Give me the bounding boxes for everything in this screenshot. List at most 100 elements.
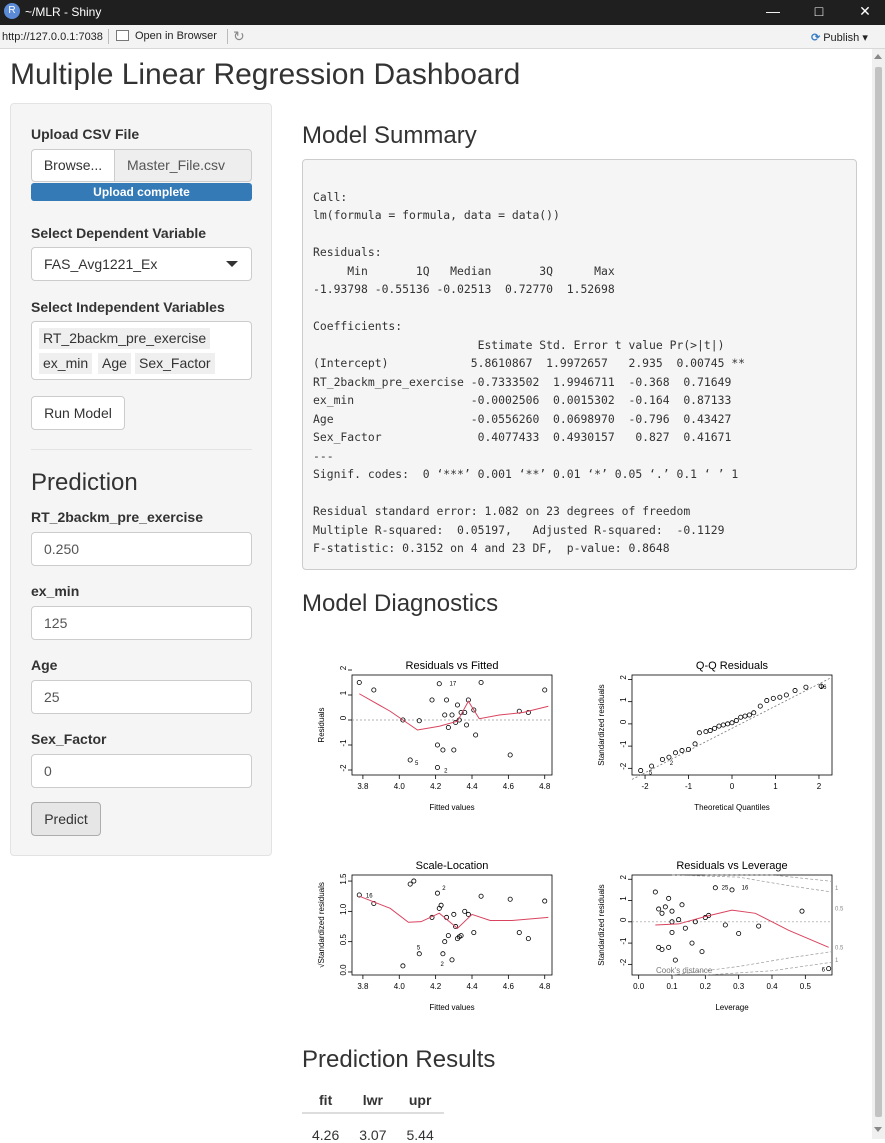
data-point [478,680,484,686]
data-point [682,925,688,931]
file-name-field[interactable]: Master_File.csv [114,149,252,182]
data-point [462,908,468,914]
data-point [686,746,692,752]
run-model-button[interactable]: Run Model [31,396,125,430]
open-in-browser-button[interactable]: Open in Browser [116,30,217,42]
data-point [666,895,672,901]
y-axis-label: Standardized residuals [597,684,606,765]
browser-window-icon [116,30,129,41]
x-tick-label: 4.0 [394,982,406,991]
r-app-icon: R [4,3,20,19]
sex-factor-input[interactable]: 0 [31,754,252,788]
scroll-down-icon[interactable] [874,1127,882,1132]
data-point [666,944,672,950]
toolbar-divider [227,29,228,44]
data-point [400,717,406,723]
ex-min-input[interactable]: 125 [31,606,252,640]
data-point [542,687,548,693]
variable-chip[interactable]: Sex_Factor [135,353,215,374]
scroll-thumb[interactable] [875,67,882,1117]
y-tick-label: 0 [619,917,628,922]
y-tick-label: 1.5 [339,873,348,885]
cooks-contour-label: 0.5 [835,945,844,951]
viewer-toolbar: http://127.0.0.1:7038 Open in Browser ↻ … [0,25,885,49]
data-point [440,951,446,957]
model-summary-heading: Model Summary [302,122,477,149]
predict-button[interactable]: Predict [31,802,101,836]
cooks-distance-line [671,874,833,893]
close-icon[interactable]: ✕ [859,3,871,19]
y-tick-label: -1 [619,937,628,945]
upload-label: Upload CSV File [31,126,140,142]
window-titlebar: R ~/MLR - Shiny — □ ✕ [0,0,885,25]
x-tick-label: 4.6 [503,982,515,991]
data-point [471,930,477,936]
independent-variables-select[interactable]: RT_2backm_pre_exercise ex_min Age Sex_Fa… [31,321,252,380]
data-point [356,680,362,686]
browse-button[interactable]: Browse... [31,149,115,182]
data-point [473,732,479,738]
data-point [756,923,762,929]
smooth-line [655,909,829,948]
point-label: 5 [417,946,421,952]
y-tick-label: 0.5 [339,934,348,946]
publish-label: Publish [823,32,860,44]
x-tick-label: -1 [685,782,693,791]
data-point [777,694,783,700]
data-point [722,922,728,928]
data-point [458,933,464,939]
y-tick-label: 1 [619,896,628,901]
url-text[interactable]: http://127.0.0.1:7038 [2,31,103,43]
age-input[interactable]: 25 [31,680,252,714]
data-point [411,878,417,884]
data-point [720,722,726,728]
data-point [656,906,662,912]
data-point [444,697,450,703]
x-tick-label: 2 [817,782,822,791]
sidebar-panel: Upload CSV File Browse... Master_File.cs… [10,103,272,856]
variable-chip[interactable]: Age [98,353,131,374]
prediction-heading: Prediction [31,469,138,496]
data-point [716,723,722,729]
rt-2backm-input[interactable]: 0.250 [31,532,252,566]
chevron-down-icon [226,261,238,267]
page-scrollbar[interactable] [872,49,885,1139]
prediction-results-heading: Prediction Results [302,1046,496,1073]
minimize-icon[interactable]: — [766,3,780,19]
data-point [826,966,832,972]
data-point [751,710,757,716]
variable-chip[interactable]: RT_2backm_pre_exercise [39,328,211,349]
variable-chip[interactable]: ex_min [39,353,93,374]
data-point [676,917,682,923]
y-tick-label: 0 [339,715,348,720]
x-tick-label: 4.8 [539,982,551,991]
model-diagnostics-heading: Model Diagnostics [302,590,499,617]
independent-variables-label: Select Independent Variables [31,299,225,315]
dependent-variable-label: Select Dependent Variable [31,225,207,241]
data-point [445,725,451,731]
x-tick-label: 0.2 [700,982,712,991]
x-tick-label: 4.6 [503,782,515,791]
column-header: upr [396,1088,444,1114]
x-tick-label: 0.0 [633,982,645,991]
data-point [736,931,742,937]
cooks-distance-legend: Cook's distance [656,966,713,975]
y-tick-label: 1.0 [339,903,348,915]
data-point [672,957,678,963]
data-point [733,718,739,724]
publish-button[interactable]: ⟳ Publish ▾ [811,32,868,44]
x-tick-label: 3.8 [357,982,369,991]
scroll-up-icon[interactable] [874,54,882,59]
point-label: 25 [722,886,729,892]
toolbar-divider [108,29,109,44]
refresh-icon[interactable]: ↻ [233,28,245,44]
data-point [542,898,548,904]
data-point [679,902,685,908]
plot-frame [351,674,553,776]
maximize-icon[interactable]: □ [814,3,824,19]
cooks-distance-line [671,951,833,976]
dependent-variable-select[interactable]: FAS_Avg1221_Ex [31,247,252,281]
data-point [649,763,655,769]
data-point [442,939,448,945]
y-tick-label: 0.0 [339,964,348,976]
